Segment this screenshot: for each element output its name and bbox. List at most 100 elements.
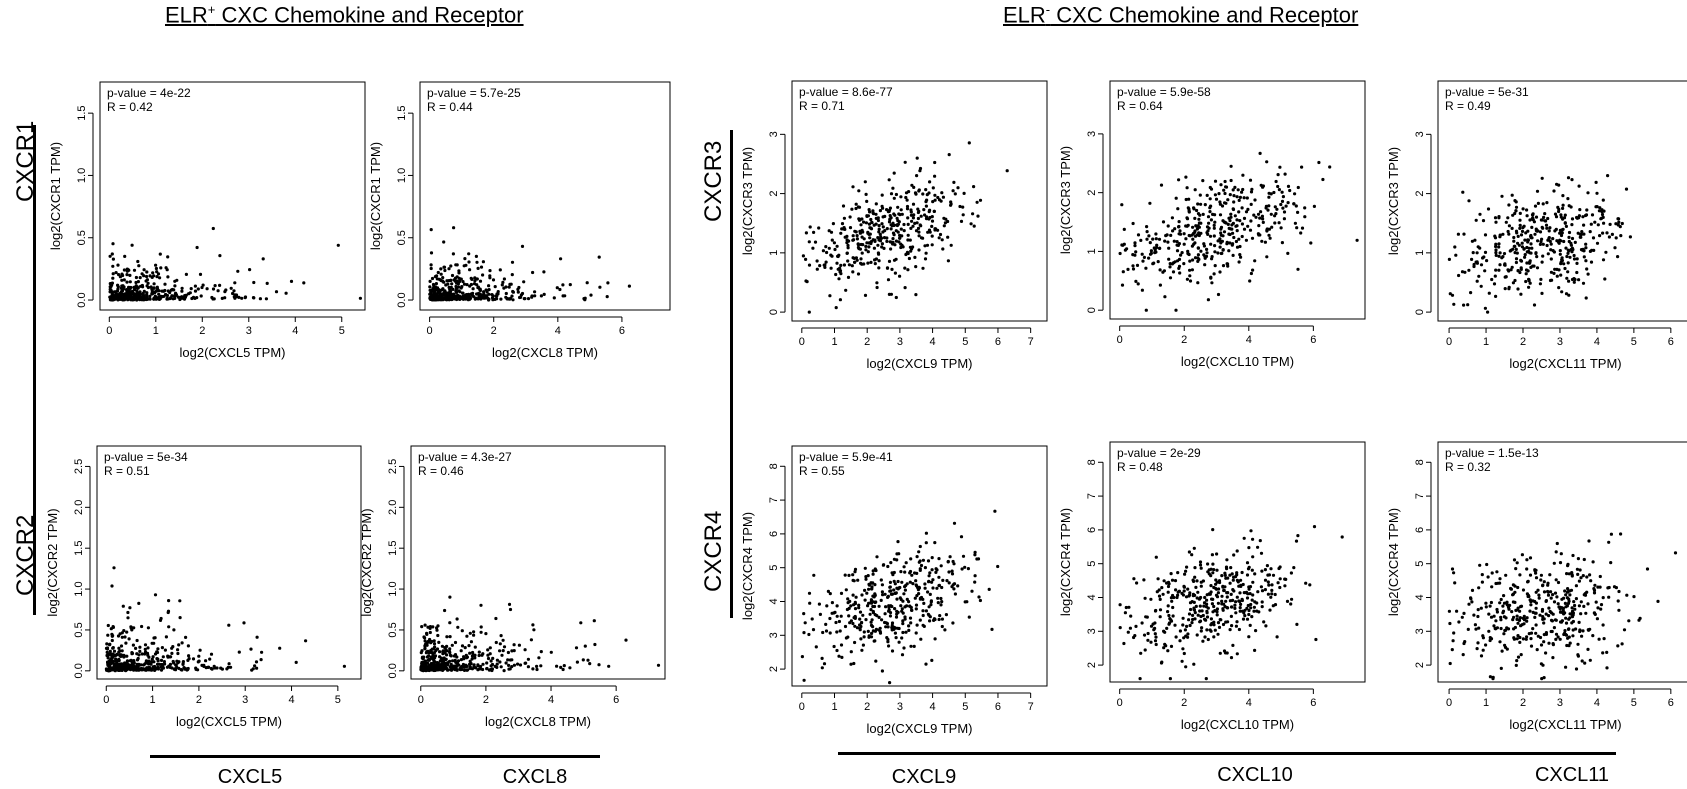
data-point [227, 623, 231, 627]
data-point [491, 298, 495, 302]
data-point [178, 616, 182, 620]
data-point [1605, 650, 1609, 655]
data-point [1602, 637, 1606, 641]
data-point [552, 296, 556, 300]
data-point [119, 653, 123, 657]
column-label-cxcl9: CXCL9 [891, 766, 957, 788]
data-point [1574, 667, 1579, 671]
data-point [1518, 640, 1522, 645]
data-point [138, 290, 142, 294]
data-point [1487, 629, 1491, 633]
r-value-annotation: R = 0.46 [418, 464, 464, 478]
data-point [200, 663, 204, 668]
data-point [124, 641, 128, 645]
data-point [170, 294, 174, 298]
data-point [1541, 583, 1545, 587]
data-point [436, 287, 440, 291]
data-point [1565, 596, 1569, 600]
data-point [1509, 586, 1513, 591]
plot-frame [410, 445, 666, 680]
data-point [142, 268, 146, 272]
data-point [1498, 577, 1502, 581]
data-point [516, 287, 520, 291]
data-point [145, 296, 149, 300]
data-point [145, 274, 149, 279]
data-point [1609, 532, 1613, 536]
data-point [1481, 634, 1485, 638]
data-point [156, 667, 160, 671]
data-point [1514, 567, 1518, 571]
data-point [111, 272, 115, 276]
data-point [1539, 578, 1543, 582]
data-point [1516, 655, 1521, 659]
data-point [473, 279, 477, 283]
data-point [1576, 572, 1580, 577]
data-point [1598, 585, 1602, 589]
data-points [419, 595, 661, 673]
y-tick-label: 1.5 [76, 105, 88, 120]
data-point [478, 287, 482, 291]
data-point [125, 659, 130, 663]
data-point [255, 635, 259, 639]
data-point [110, 584, 114, 588]
y-tick-label: 0.0 [387, 663, 399, 678]
data-point [252, 296, 256, 300]
data-point [118, 275, 122, 279]
data-point [473, 297, 477, 301]
data-point [145, 284, 149, 288]
data-point [1480, 580, 1484, 584]
data-point [459, 277, 463, 281]
data-point [167, 599, 171, 603]
y-tick-label: 6 [1414, 527, 1426, 533]
x-tick-label: 3 [246, 325, 252, 337]
data-point [1583, 661, 1587, 665]
data-point [479, 265, 484, 269]
data-point [428, 285, 432, 289]
data-point [109, 657, 113, 661]
data-point [1570, 573, 1574, 577]
data-point [449, 264, 453, 268]
data-point [1518, 616, 1522, 620]
data-point [150, 657, 154, 661]
data-point [1591, 634, 1595, 638]
data-point [470, 277, 474, 281]
data-point [484, 288, 488, 292]
data-point [358, 296, 362, 300]
data-point [1585, 575, 1589, 579]
data-point [471, 291, 475, 295]
data-point [1503, 628, 1507, 633]
data-point [121, 296, 125, 300]
data-point [117, 646, 121, 650]
data-point [506, 297, 510, 301]
y-axis-label: log2(CXCR4 TPM) [1386, 508, 1401, 616]
data-point [433, 287, 437, 291]
data-point [447, 285, 451, 289]
data-point [1479, 606, 1483, 610]
data-point [1605, 666, 1609, 670]
data-point [1588, 573, 1592, 577]
data-point [193, 289, 198, 293]
data-point [158, 297, 162, 301]
data-point [1585, 590, 1589, 594]
data-point [209, 652, 214, 656]
data-point [1554, 578, 1558, 582]
data-point [191, 295, 196, 299]
data-point [145, 293, 149, 297]
y-tick-label: 1.0 [387, 581, 399, 596]
data-point [204, 666, 208, 670]
data-point [1567, 572, 1571, 576]
data-point [133, 667, 137, 671]
data-point [147, 659, 151, 663]
data-point [226, 665, 230, 670]
data-point [597, 255, 601, 259]
data-point [1556, 602, 1560, 606]
data-point [1516, 606, 1520, 610]
data-point [1539, 573, 1543, 577]
data-point [254, 660, 259, 664]
data-point [211, 297, 215, 301]
data-point [475, 283, 479, 287]
x-tick-label: 4 [1594, 697, 1600, 709]
data-point [111, 646, 115, 650]
data-point [1632, 595, 1636, 599]
data-point [132, 268, 137, 272]
